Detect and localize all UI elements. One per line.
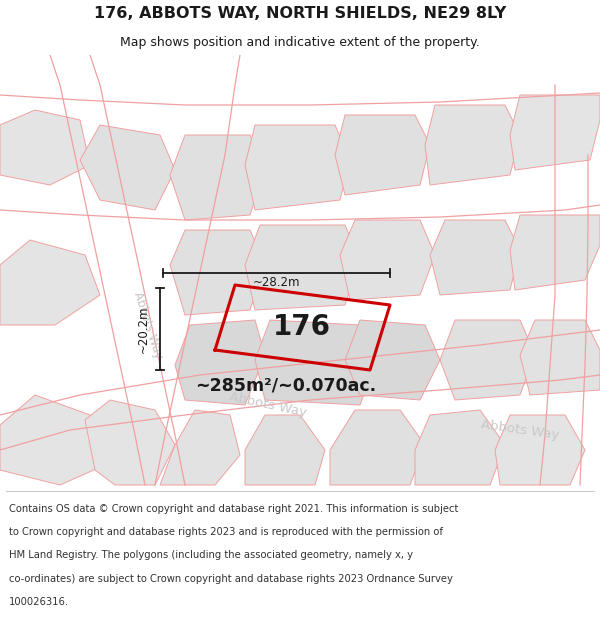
Polygon shape	[510, 215, 600, 290]
Polygon shape	[0, 110, 90, 185]
Polygon shape	[80, 125, 175, 210]
Polygon shape	[0, 395, 105, 485]
Polygon shape	[340, 220, 435, 300]
Text: HM Land Registry. The polygons (including the associated geometry, namely x, y: HM Land Registry. The polygons (includin…	[9, 551, 413, 561]
Polygon shape	[335, 115, 430, 195]
Polygon shape	[85, 400, 175, 485]
Polygon shape	[245, 415, 325, 485]
Text: 176: 176	[273, 313, 331, 341]
Polygon shape	[245, 125, 350, 210]
Text: Contains OS data © Crown copyright and database right 2021. This information is : Contains OS data © Crown copyright and d…	[9, 504, 458, 514]
Polygon shape	[160, 410, 240, 485]
Text: Abbots Way: Abbots Way	[131, 290, 165, 360]
Text: ~285m²/~0.070ac.: ~285m²/~0.070ac.	[195, 376, 376, 394]
Polygon shape	[175, 320, 265, 405]
Polygon shape	[170, 230, 265, 315]
Polygon shape	[430, 220, 520, 295]
Text: Abbots Way: Abbots Way	[228, 391, 308, 419]
Text: Map shows position and indicative extent of the property.: Map shows position and indicative extent…	[120, 36, 480, 49]
Polygon shape	[0, 240, 100, 325]
Polygon shape	[345, 320, 440, 400]
Polygon shape	[440, 320, 535, 400]
Polygon shape	[495, 415, 585, 485]
Polygon shape	[245, 225, 360, 310]
Text: 100026316.: 100026316.	[9, 598, 69, 608]
Polygon shape	[425, 105, 520, 185]
Text: 176, ABBOTS WAY, NORTH SHIELDS, NE29 8LY: 176, ABBOTS WAY, NORTH SHIELDS, NE29 8LY	[94, 6, 506, 21]
Polygon shape	[330, 410, 425, 485]
Text: to Crown copyright and database rights 2023 and is reproduced with the permissio: to Crown copyright and database rights 2…	[9, 527, 443, 537]
Polygon shape	[170, 135, 265, 220]
Polygon shape	[255, 320, 375, 405]
Polygon shape	[520, 320, 600, 395]
Text: co-ordinates) are subject to Crown copyright and database rights 2023 Ordnance S: co-ordinates) are subject to Crown copyr…	[9, 574, 453, 584]
Text: Abbots Way: Abbots Way	[480, 418, 560, 442]
Text: ~20.2m: ~20.2m	[137, 305, 149, 352]
Text: ~28.2m: ~28.2m	[253, 276, 300, 289]
Polygon shape	[415, 410, 505, 485]
Polygon shape	[510, 95, 600, 170]
